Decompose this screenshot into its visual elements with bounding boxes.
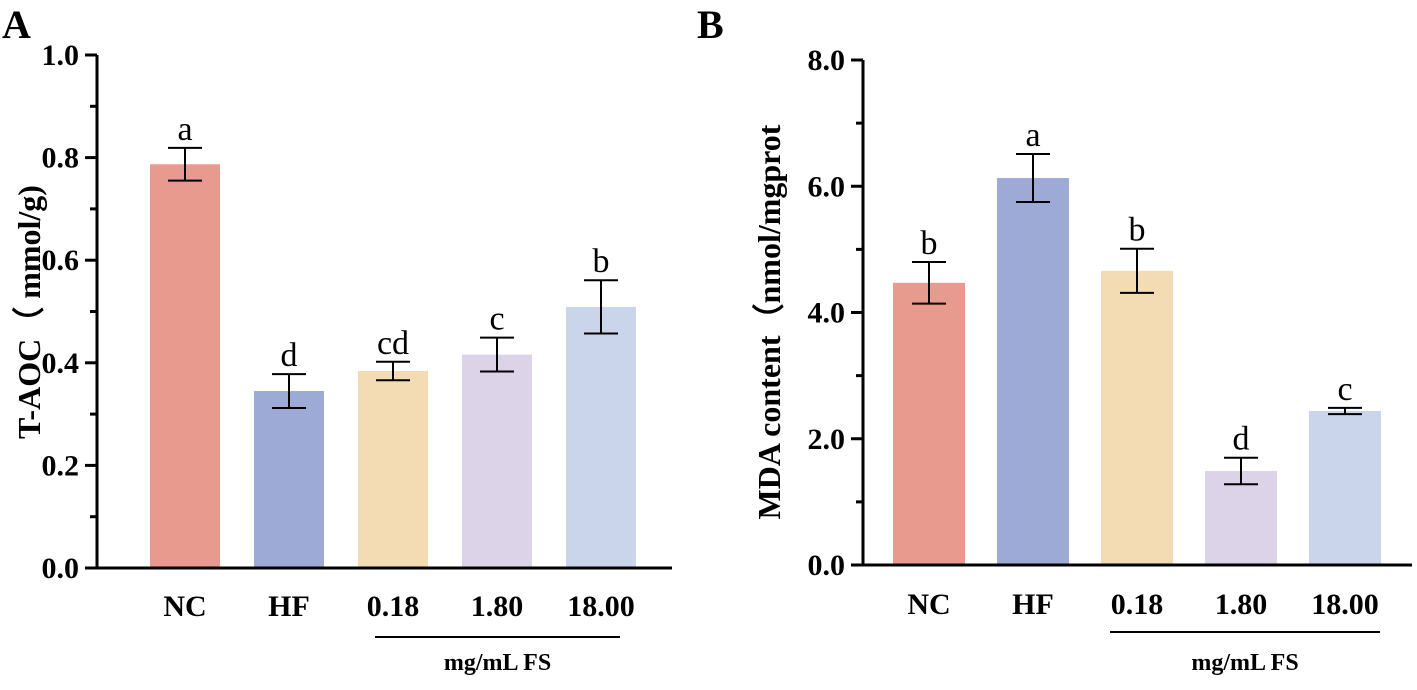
chart-b-bar [1205, 470, 1277, 565]
chart-b-significance-label: c [1337, 371, 1352, 408]
chart-b-y-tick-label: 2.0 [808, 423, 846, 456]
chart-b: b NC a HF b 0.18 d 1.80 c 18.00 0.0 2.0 4.0 6.0 8.0 MDA… [751, 44, 1412, 676]
chart-a-bar [254, 391, 324, 568]
chart-b-bar [1309, 410, 1381, 565]
chart-b-significance-label: b [921, 225, 938, 262]
chart-b-category-label: 18.00 [1311, 588, 1379, 621]
chart-a-group-label: mg/mL FS [444, 650, 551, 676]
chart-a-y-tick-label: 1.0 [42, 39, 80, 72]
chart-b-y-axis-title: MDA content（nmol/mgprot [751, 124, 787, 519]
chart-a-y-tick-label: 0.2 [42, 449, 80, 482]
chart-a-y-tick-label: 0.0 [42, 552, 80, 585]
chart-b-category-label: 1.80 [1215, 588, 1268, 621]
chart-b-significance-label: a [1025, 117, 1040, 154]
chart-b-group-label: mg/mL FS [1191, 650, 1298, 676]
chart-a-y-axis-title: T-AOC（ mmol/g) [11, 185, 47, 439]
chart-a-y-tick-label: 0.4 [42, 347, 80, 380]
chart-a-bar [150, 164, 220, 569]
chart-a-significance-label: cd [377, 325, 409, 362]
panel-label-b: B [697, 2, 724, 47]
chart-b-bar [997, 178, 1069, 565]
chart-a-significance-label: b [593, 243, 610, 280]
chart-a-significance-label: c [489, 301, 504, 338]
chart-b-y-tick-label: 6.0 [808, 170, 846, 203]
chart-b-y-tick-label: 4.0 [808, 297, 846, 330]
chart-a-category-label: HF [268, 590, 310, 623]
chart-b-significance-label: d [1233, 421, 1250, 458]
chart-a-category-label: NC [163, 590, 206, 623]
chart-a-category-label: 0.18 [367, 590, 420, 623]
chart-a: a NC d HF cd 0.18 c 1.80 b 18.00 0.0 0.2 0.4 0.6 0.8 1.… [11, 39, 672, 676]
chart-b-category-label: NC [907, 588, 950, 621]
chart-a-significance-label: d [281, 337, 298, 374]
chart-a-significance-label: a [177, 111, 192, 148]
chart-a-y-tick-label: 0.8 [42, 142, 80, 175]
chart-b-category-label: 0.18 [1111, 588, 1164, 621]
chart-a-category-label: 18.00 [567, 590, 635, 623]
chart-b-category-label: HF [1012, 588, 1054, 621]
chart-b-y-tick-label: 8.0 [808, 44, 846, 77]
chart-a-y-tick-label: 0.6 [42, 244, 80, 277]
chart-a-category-label: 1.80 [471, 590, 524, 623]
chart-b-bar [893, 282, 965, 565]
chart-a-bar [462, 354, 532, 568]
chart-a-bar [358, 371, 428, 568]
panel-label-a: A [2, 2, 31, 47]
chart-a-bar [566, 306, 636, 568]
chart-b-significance-label: b [1129, 212, 1146, 249]
chart-b-y-tick-label: 0.0 [808, 549, 846, 582]
chart-b-bar [1101, 270, 1173, 565]
